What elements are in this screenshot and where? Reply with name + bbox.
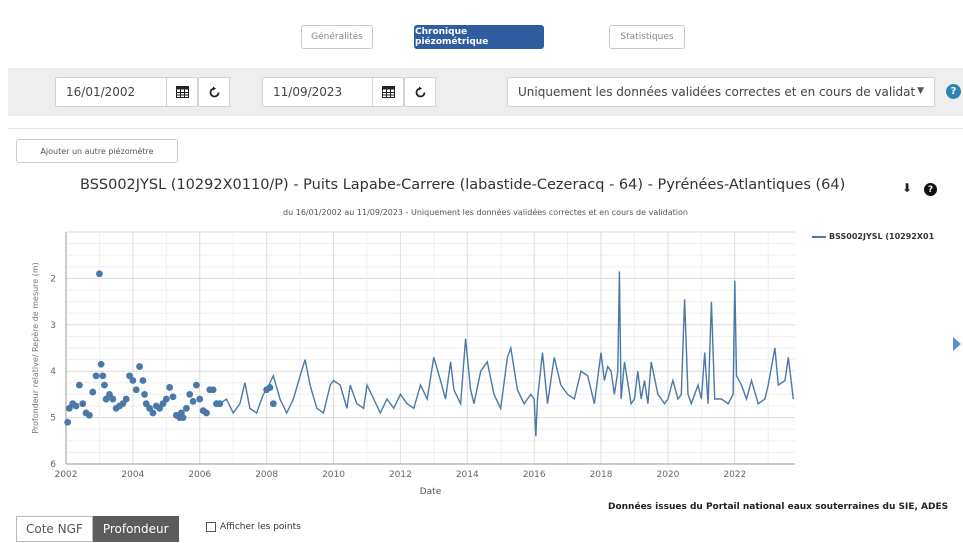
chevron-down-icon: ▼ [917,86,924,96]
show-points-option[interactable]: Afficher les points [206,522,301,532]
data-point [75,381,83,389]
y-tick-label: 5 [50,414,56,424]
data-point [101,381,108,389]
end-date-reset-button[interactable] [404,77,436,107]
series-line [219,271,794,437]
x-tick-label: 2022 [723,470,746,480]
y-axis-label: Profondeur relative/ Repère de mesure (m… [30,262,40,434]
start-date-reset-button[interactable] [198,77,230,107]
view-tabs: Généralités Chronique piézométrique Stat… [0,25,963,51]
x-tick-label: 2010 [322,470,345,480]
data-point [266,384,274,391]
data-point [209,386,217,394]
calendar-icon [381,86,395,98]
x-tick-label: 2002 [55,470,78,480]
data-point [79,400,87,408]
data-point [109,395,117,403]
y-tick-label: 6 [50,460,56,470]
x-tick-label: 2006 [188,470,211,480]
start-date-input[interactable]: 16/01/2002 [55,77,167,107]
chart-help-icon[interactable]: ? [924,183,937,196]
cote-ngf-button[interactable]: Cote NGF [16,516,93,542]
add-piezometer-button[interactable]: Ajouter un autre piézomètre [16,139,178,163]
x-tick-label: 2018 [590,470,613,480]
data-point [189,397,197,405]
data-point [64,418,72,426]
x-tick-label: 2012 [389,470,412,480]
download-icon[interactable]: ⬇ [902,181,913,195]
data-point [89,388,97,396]
data-point [203,409,210,417]
legend-item[interactable]: BSS002JYSL (10292X01 [812,232,934,241]
y-tick-label: 3 [50,321,56,331]
data-point [149,409,157,417]
tab-chronique-piezometrique[interactable]: Chronique piézométrique [414,25,544,49]
data-point [186,391,194,398]
validity-select[interactable]: Uniquement les données validées correcte… [507,77,935,107]
data-point [86,411,93,419]
data-point [96,270,103,278]
data-point [136,363,143,370]
data-point [97,360,105,368]
data-point [196,395,204,403]
data-point [72,402,80,410]
chart-subtitle: du 16/01/2002 au 11/09/2023 - Uniquement… [283,208,688,217]
data-point [139,377,147,384]
data-point [269,400,277,408]
legend-line-swatch [812,235,826,238]
chart-title: BSS002JYSL (10292X0110/P) - Puits Lapabe… [80,177,846,193]
chart-plot: 2002 2004 2006 2008 2010 2012 2014 2016 2018 2020… [30,231,795,497]
data-point [141,391,148,398]
data-point [92,372,100,380]
validity-select-value: Uniquement les données validées correcte… [518,85,916,99]
data-point [179,414,187,421]
profondeur-button[interactable]: Profondeur [92,516,179,542]
tab-statistiques[interactable]: Statistiques [609,25,685,49]
data-point [129,377,137,384]
x-tick-label: 2008 [255,470,278,480]
data-point [216,400,224,408]
show-points-label: Afficher les points [220,522,301,532]
show-points-checkbox[interactable] [206,522,216,532]
data-point [182,404,190,412]
y-tick-label: 4 [50,367,56,377]
x-axis-label: Date [420,487,442,497]
legend-label: BSS002JYSL (10292X01 [829,232,935,241]
refresh-icon [415,86,425,97]
y-tick-label: 2 [50,274,56,284]
tab-generalites[interactable]: Généralités [301,25,373,49]
refresh-icon [209,86,219,97]
x-tick-label: 2016 [523,470,546,480]
filter-bar: 16/01/2002 11/09/2023 Uniquement les don… [8,68,963,116]
credits-text: Données issues du Portail national eaux … [608,502,949,512]
question-icon[interactable]: ? [946,84,961,99]
data-point [99,372,107,380]
data-point [162,395,170,403]
expand-arrow-icon[interactable] [953,337,961,351]
display-mode-toggle: Cote NGF Profondeur [16,516,179,542]
x-tick-label: 2014 [456,470,479,480]
x-tick-label: 2020 [656,470,679,480]
end-date-input[interactable]: 11/09/2023 [262,77,374,107]
start-date-calendar-button[interactable] [166,77,198,107]
chart-panel [8,128,963,543]
x-tick-label: 2004 [121,470,144,480]
data-point [132,386,140,394]
data-point [169,393,177,401]
data-point [122,395,130,403]
data-point [193,381,200,389]
data-point [166,384,174,391]
end-date-calendar-button[interactable] [372,77,404,107]
calendar-icon [175,86,189,98]
